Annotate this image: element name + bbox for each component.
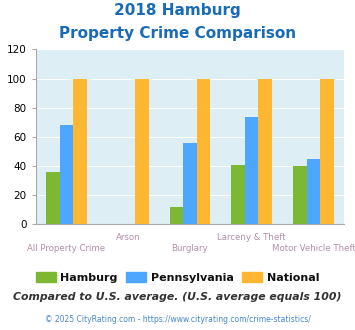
Text: Motor Vehicle Theft: Motor Vehicle Theft <box>272 244 355 252</box>
Bar <box>46 172 60 224</box>
Bar <box>60 125 73 224</box>
Bar <box>135 79 148 224</box>
Text: Compared to U.S. average. (U.S. average equals 100): Compared to U.S. average. (U.S. average … <box>13 292 342 302</box>
Bar <box>197 79 210 224</box>
Bar <box>307 159 320 224</box>
Text: All Property Crime: All Property Crime <box>27 244 105 252</box>
Bar <box>170 207 183 224</box>
Bar <box>258 79 272 224</box>
Text: Arson: Arson <box>116 233 141 242</box>
Text: © 2025 CityRating.com - https://www.cityrating.com/crime-statistics/: © 2025 CityRating.com - https://www.city… <box>45 315 310 324</box>
Text: Property Crime Comparison: Property Crime Comparison <box>59 26 296 41</box>
Bar <box>293 166 307 224</box>
Text: Larceny & Theft: Larceny & Theft <box>217 233 286 242</box>
Text: 2018 Hamburg: 2018 Hamburg <box>114 3 241 18</box>
Bar <box>231 165 245 224</box>
Bar <box>245 116 258 224</box>
Bar <box>73 79 87 224</box>
Text: Burglary: Burglary <box>171 244 208 252</box>
Bar <box>183 143 197 224</box>
Legend: Hamburg, Pennsylvania, National: Hamburg, Pennsylvania, National <box>31 268 324 287</box>
Bar <box>320 79 334 224</box>
